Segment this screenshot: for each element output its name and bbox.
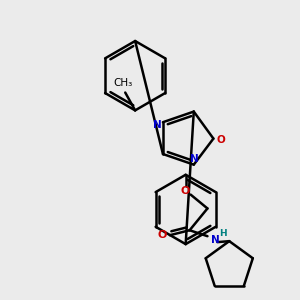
Text: O: O	[217, 135, 226, 145]
Text: N: N	[211, 235, 220, 245]
Text: N: N	[190, 154, 199, 164]
Text: O: O	[157, 230, 167, 240]
Text: O: O	[181, 186, 190, 196]
Text: H: H	[220, 229, 227, 238]
Text: CH₃: CH₃	[114, 78, 133, 88]
Text: N: N	[153, 120, 161, 130]
